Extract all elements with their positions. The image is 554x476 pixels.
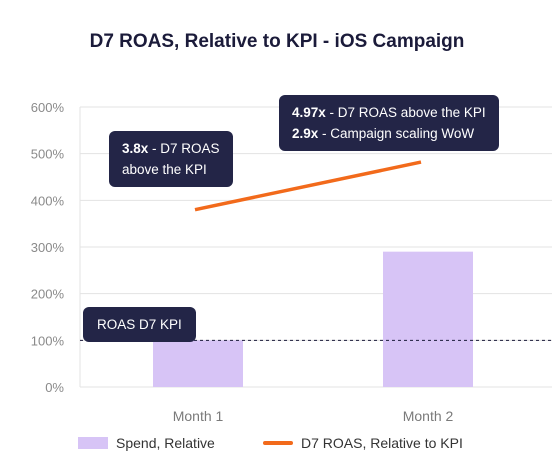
annotation-month2-bold2: 2.9x: [292, 126, 319, 141]
x-tick-label: Month 1: [173, 408, 224, 424]
legend-spend-swatch: [78, 437, 108, 449]
annotation-month1-bold: 3.8x: [122, 141, 149, 156]
y-tick-label: 200%: [31, 287, 65, 302]
kpi-label: ROAS D7 KPI: [83, 307, 196, 342]
x-tick-label: Month 2: [403, 408, 454, 424]
legend-roas-label: D7 ROAS, Relative to KPI: [301, 435, 463, 451]
y-tick-label: 300%: [31, 240, 65, 255]
y-tick-label: 500%: [31, 147, 65, 162]
annotation-month2-rest2: - Campaign scaling WoW: [318, 126, 475, 141]
chart-title: D7 ROAS, Relative to KPI - iOS Campaign: [89, 31, 465, 52]
annotation-month1-rest: - D7 ROAS: [148, 141, 220, 156]
y-axis-ticks: 0% 100% 200% 300% 400% 500% 600%: [31, 100, 65, 395]
bar-2: [383, 251, 473, 387]
y-tick-label: 100%: [31, 333, 65, 348]
legend-spend-label: Spend, Relative: [116, 435, 215, 451]
kpi-label-text: ROAS D7 KPI: [97, 317, 182, 332]
y-tick-label: 600%: [31, 100, 65, 115]
y-tick-label: 0%: [45, 380, 64, 395]
annotation-month1-line2: above the KPI: [122, 162, 207, 177]
x-axis-ticks: Month 1 Month 2: [173, 408, 454, 424]
annotation-month1: 3.8x - D7 ROAS above the KPI: [109, 131, 233, 187]
annotation-month2: 4.97x - D7 ROAS above the KPI 2.9x - Cam…: [279, 95, 499, 151]
legend-roas: D7 ROAS, Relative to KPI: [263, 435, 463, 451]
annotation-month2-rest1: - D7 ROAS above the KPI: [325, 105, 486, 120]
legend-spend: Spend, Relative: [78, 435, 215, 451]
legend-roas-swatch: [263, 441, 293, 445]
line-series: [194, 160, 422, 212]
roas-line: [194, 160, 422, 212]
bar-series: [153, 251, 473, 387]
y-tick-label: 400%: [31, 193, 65, 208]
annotation-month2-bold1: 4.97x: [292, 105, 326, 120]
bar-1: [153, 340, 243, 387]
